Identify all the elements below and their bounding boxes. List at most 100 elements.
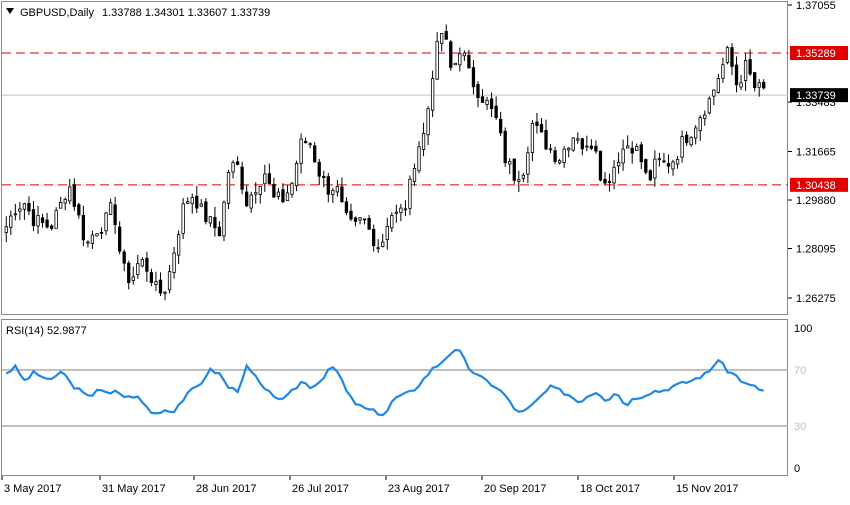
level-tag-1-bg <box>790 45 848 60</box>
candle <box>644 158 648 175</box>
candle <box>313 142 317 163</box>
candle-body <box>154 281 158 285</box>
candle-body <box>662 160 666 163</box>
price-panel-frame <box>1 1 788 315</box>
candle-body <box>317 161 321 177</box>
rsi-tick-label: 70 <box>794 365 806 377</box>
candle <box>154 271 158 292</box>
candle-body <box>421 133 426 150</box>
candle <box>140 257 144 268</box>
candle-body <box>476 83 480 99</box>
candle-body <box>648 170 652 181</box>
candle-body <box>113 204 117 225</box>
level-tag-2-bg <box>790 177 848 192</box>
candle <box>694 125 698 145</box>
candle-body <box>562 148 566 163</box>
time-tick-label: 23 Aug 2017 <box>388 483 450 495</box>
candle-body <box>462 52 467 57</box>
candle <box>172 246 176 279</box>
triangle-down-icon[interactable] <box>6 8 14 14</box>
candle-body <box>376 247 380 250</box>
candle-body <box>349 210 353 220</box>
candle-body <box>444 31 448 40</box>
candle-body <box>176 234 181 256</box>
candle-body <box>553 150 557 162</box>
candle-body <box>249 194 253 209</box>
candle-body <box>399 207 403 213</box>
candle-body <box>417 146 421 172</box>
candle <box>36 205 40 234</box>
candle-body <box>122 251 126 264</box>
candle <box>648 169 652 182</box>
candle <box>408 175 412 216</box>
candle-body <box>68 186 72 202</box>
candle-body <box>86 241 90 244</box>
rsi-panel-frame <box>1 319 788 476</box>
candle-body <box>707 98 711 114</box>
candle <box>27 196 31 216</box>
candle-body <box>480 96 485 103</box>
candle <box>494 96 498 121</box>
candle <box>562 146 566 168</box>
candle <box>725 45 730 65</box>
candle-body <box>331 190 335 195</box>
candle <box>176 230 181 265</box>
candle-body <box>362 218 367 221</box>
candle-body <box>353 217 358 222</box>
candle <box>626 135 630 149</box>
candle <box>276 188 281 200</box>
candle <box>653 150 657 187</box>
candles <box>4 24 766 301</box>
candle <box>349 203 353 222</box>
candle-body <box>517 179 521 182</box>
candle-body <box>684 134 689 144</box>
candle-body <box>204 201 208 223</box>
candle <box>99 227 104 239</box>
candle <box>530 120 535 162</box>
candle <box>535 112 539 134</box>
candle-body <box>535 121 539 126</box>
candle-body <box>13 213 17 216</box>
candle-body <box>31 209 36 227</box>
candle <box>285 185 290 202</box>
candle-body <box>104 212 108 232</box>
price-tick-label: 1.26275 <box>796 293 836 305</box>
level-tag-2: 1.30438 <box>796 180 836 192</box>
candle <box>594 140 598 154</box>
price-levels <box>2 52 788 186</box>
candle <box>635 143 639 152</box>
candle <box>412 163 417 186</box>
candle-body <box>440 33 444 44</box>
candle-body <box>285 192 290 202</box>
candle-body <box>449 41 453 68</box>
candle <box>467 49 471 69</box>
candle <box>68 178 72 205</box>
candle-body <box>181 203 185 234</box>
candle <box>394 204 398 223</box>
candle <box>72 178 76 211</box>
candle <box>598 150 603 182</box>
candle <box>739 74 743 91</box>
candle-body <box>635 145 639 151</box>
candle-body <box>712 89 716 97</box>
candle <box>181 198 185 240</box>
candle <box>49 224 54 231</box>
candle <box>122 249 126 272</box>
candle <box>217 221 222 237</box>
candle <box>340 177 344 203</box>
candle-body <box>27 203 31 212</box>
candle <box>317 158 321 186</box>
candle <box>258 186 262 204</box>
candle-body <box>657 158 662 161</box>
candle-body <box>494 105 498 118</box>
candle-body <box>326 176 330 195</box>
candle-body <box>694 127 698 139</box>
candle <box>630 141 634 164</box>
candle-body <box>267 173 271 184</box>
candle-body <box>435 40 439 80</box>
candle-body <box>385 225 389 240</box>
candle <box>254 182 258 204</box>
candle <box>326 172 330 203</box>
candle <box>222 200 226 242</box>
candle-body <box>127 262 131 283</box>
